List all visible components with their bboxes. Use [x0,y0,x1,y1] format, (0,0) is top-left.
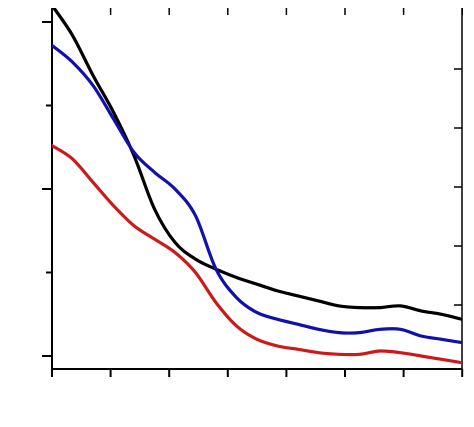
series-line-1 [52,43,462,345]
series-lines [52,8,462,365]
axes [51,8,463,370]
axis-ticks [42,8,464,377]
series-line-2 [52,144,462,365]
series-line-0 [52,8,462,321]
